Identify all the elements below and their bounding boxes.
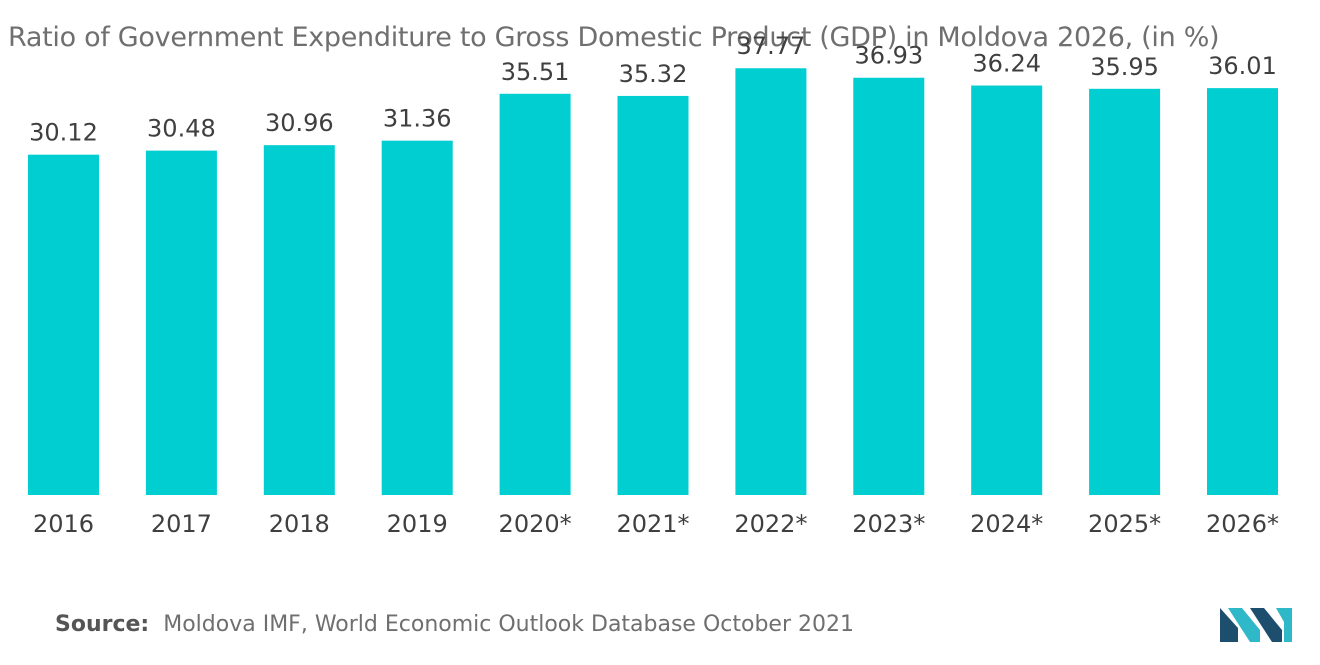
bar-2020 (499, 93, 571, 496)
bars-group (28, 68, 1278, 496)
bar-2017 (145, 150, 217, 495)
value-label: 37.77 (737, 32, 806, 60)
bar-2018 (263, 145, 335, 496)
value-label: 36.24 (972, 50, 1041, 78)
x-axis-label: 2026* (1206, 510, 1279, 538)
chart-title: Ratio of Government Expenditure to Gross… (8, 22, 1220, 53)
x-axis-label: 2017 (151, 510, 212, 538)
value-labels-group: 30.12 30.48 30.96 31.36 35.51 35.32 37.77 36.93… (29, 32, 1277, 146)
bar-2023 (853, 77, 925, 496)
bar-2021 (617, 95, 689, 495)
value-label: 31.36 (383, 105, 452, 133)
value-label: 36.93 (854, 42, 923, 70)
bar-2019 (381, 140, 453, 495)
source-note: Source: Moldova IMF, World Economic Outlo… (55, 612, 854, 637)
x-axis-label: 2016 (33, 510, 94, 538)
bar-2016 (28, 154, 99, 496)
value-label: 30.96 (265, 109, 334, 137)
bar-2025 (1089, 88, 1161, 495)
x-axis-label: 2018 (269, 510, 330, 538)
bar-2026 (1207, 88, 1278, 496)
x-axis-label: 2023* (852, 510, 925, 538)
source-text: Moldova IMF, World Economic Outlook Data… (163, 612, 854, 637)
x-axis-label: 2021* (616, 510, 689, 538)
x-axis-label: 2020* (499, 510, 572, 538)
source-label: Source: (55, 612, 150, 637)
mordor-intelligence-logo-icon (1220, 608, 1292, 642)
x-axis-label: 2019 (387, 510, 448, 538)
value-label: 35.95 (1090, 53, 1159, 81)
x-axis-label: 2022* (734, 510, 807, 538)
value-label: 30.48 (147, 115, 216, 143)
bar-chart: 30.12 30.48 30.96 31.36 35.51 35.32 37.77 36.93… (28, 32, 1279, 538)
bar-2024 (971, 85, 1043, 495)
x-axis-label: 2024* (970, 510, 1043, 538)
bar-2022 (735, 68, 807, 496)
value-label: 35.32 (619, 60, 688, 88)
x-axis-label: 2025* (1088, 510, 1161, 538)
value-label: 30.12 (29, 119, 98, 147)
x-axis-labels-group: 2016 2017 2018 2019 2020* 2021* 2022* 2023* 2024… (33, 510, 1279, 538)
value-label: 36.01 (1208, 52, 1277, 80)
value-label: 35.51 (501, 58, 570, 86)
